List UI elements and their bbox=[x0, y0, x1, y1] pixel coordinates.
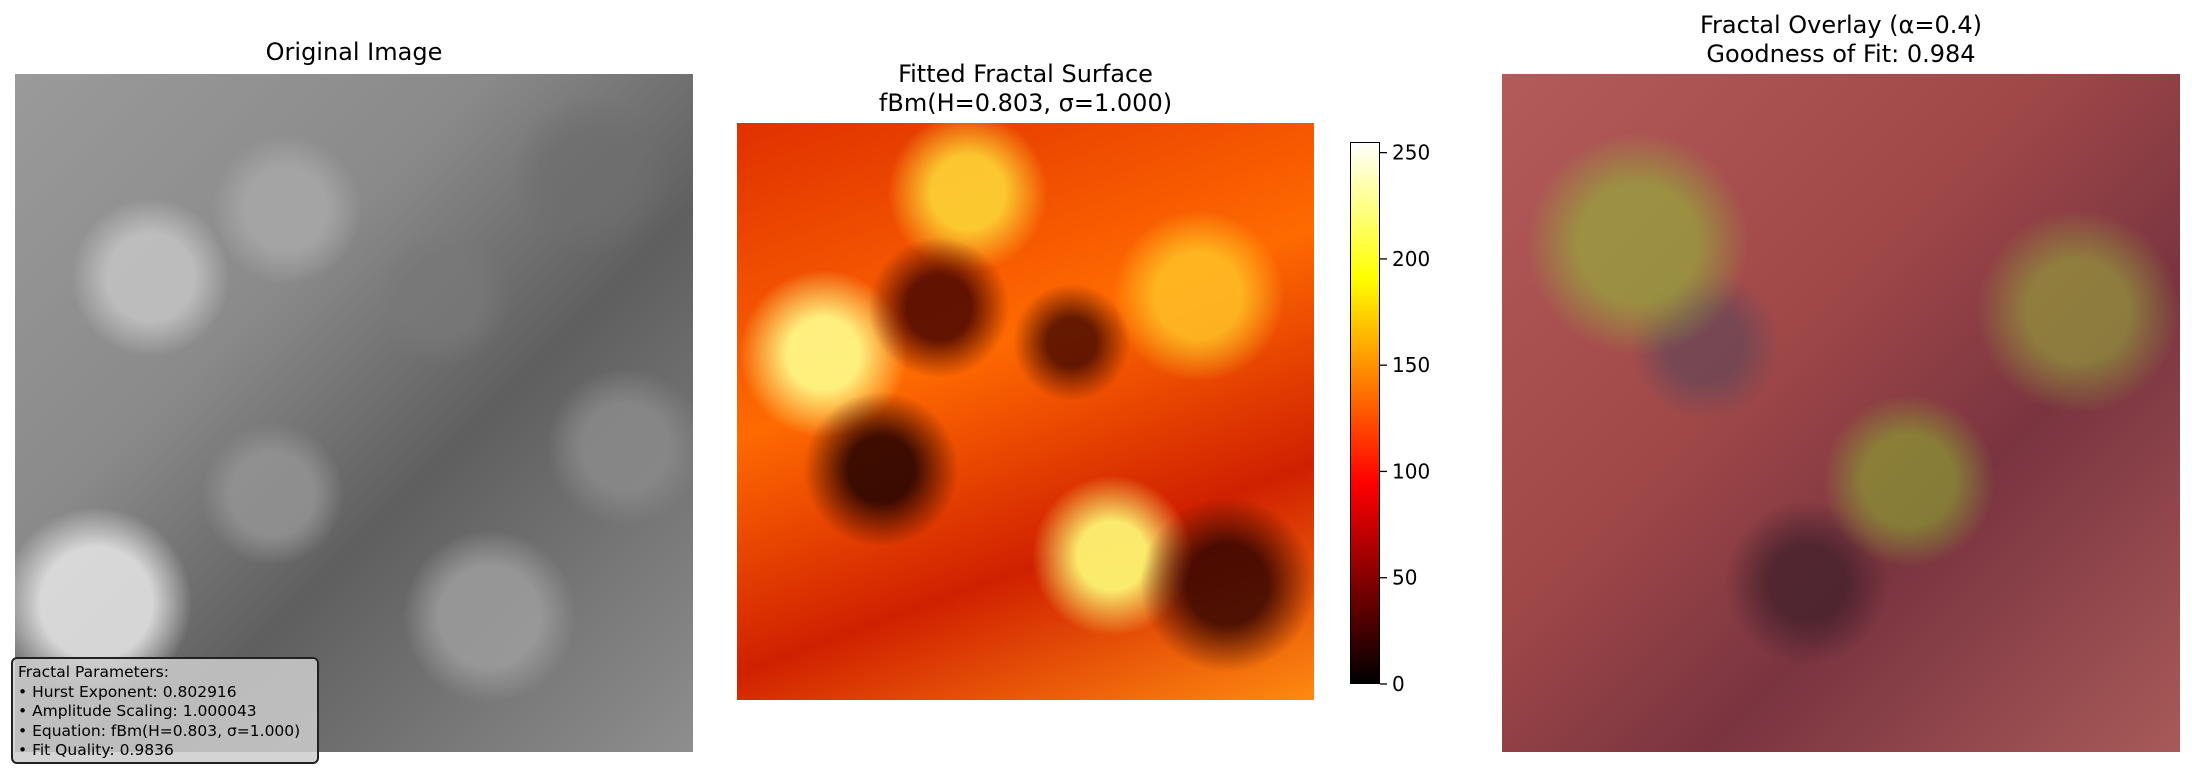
info-line-fit-quality: • Fit Quality: 0.9836 bbox=[18, 741, 174, 760]
fractal-parameters-box: Fractal Parameters: • Hurst Exponent: 0.… bbox=[11, 657, 319, 764]
colorbar-tick-label-100: 100 bbox=[1392, 459, 1430, 483]
original-image-title: Original Image bbox=[265, 38, 443, 66]
colorbar-tick-label-150: 150 bbox=[1392, 353, 1430, 377]
overlay-subtitle: Goodness of Fit: 0.984 bbox=[1706, 40, 1976, 68]
info-line-amplitude: • Amplitude Scaling: 1.000043 bbox=[18, 702, 257, 721]
overlay-title: Fractal Overlay (α=0.4) bbox=[1700, 11, 1982, 39]
colorbar-tick-label-200: 200 bbox=[1392, 247, 1430, 271]
fractal-surface-subtitle: fBm(H=0.803, σ=1.000) bbox=[878, 89, 1173, 117]
colorbar-tick-label-250: 250 bbox=[1392, 141, 1430, 165]
original-image-panel bbox=[15, 74, 693, 752]
colorbar-axis: 0 50 100 150 200 250 bbox=[1380, 141, 1430, 696]
info-line-equation: • Equation: fBm(H=0.803, σ=1.000) bbox=[18, 721, 301, 740]
colorbar-tick-label-50: 50 bbox=[1392, 566, 1417, 590]
colorbar bbox=[1350, 142, 1380, 684]
info-line-heading: Fractal Parameters: bbox=[18, 663, 169, 681]
info-line-hurst: • Hurst Exponent: 0.802916 bbox=[18, 682, 237, 701]
fractal-overlay-panel bbox=[1502, 74, 2180, 752]
fractal-heatmap-panel bbox=[737, 123, 1314, 700]
fractal-surface-title: Fitted Fractal Surface bbox=[898, 60, 1153, 88]
colorbar-tick-label-0: 0 bbox=[1392, 672, 1405, 696]
